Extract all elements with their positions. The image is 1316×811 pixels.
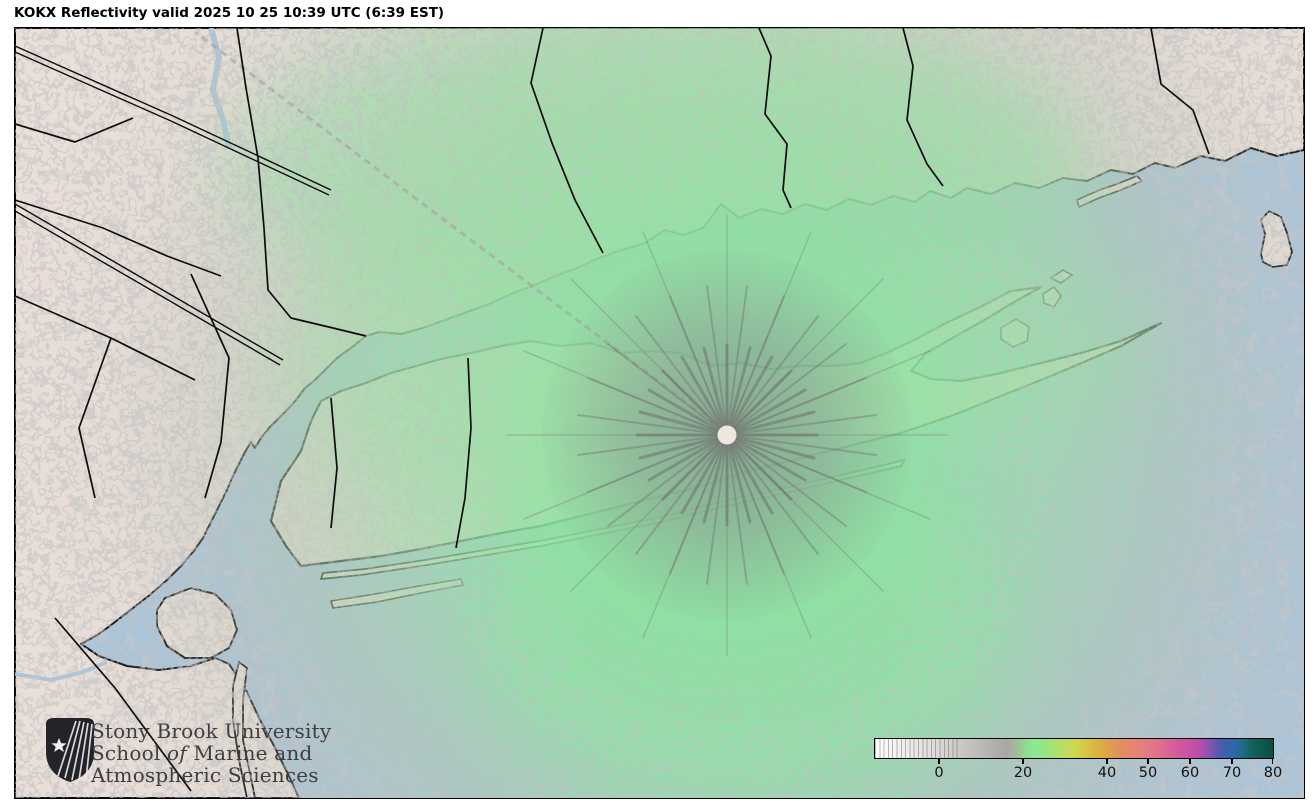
colorbar-tick <box>938 759 940 764</box>
colorbar-tick <box>1147 759 1149 764</box>
wordmark-line-3: Atmospheric Sciences <box>91 763 319 787</box>
ny-ct-border <box>236 28 367 337</box>
ct-county-line-3 <box>902 28 944 187</box>
colorbar-tick-label: 70 <box>1222 765 1242 781</box>
colorbar-gradient <box>874 738 1274 759</box>
figure-title: KOKX Reflectivity valid 2025 10 25 10:39… <box>14 5 445 21</box>
colorbar-tick-label: 0 <box>934 765 944 781</box>
colorbar-tick-label: 20 <box>1013 765 1033 781</box>
colorbar-tick-label: 80 <box>1263 765 1283 781</box>
nassau-suffolk-line <box>455 357 472 549</box>
ny-nj-border-b1 <box>15 203 284 361</box>
ny-nj-border-a1 <box>15 45 332 191</box>
map-canvas <box>15 28 1304 798</box>
colorbar-tick <box>1189 759 1191 764</box>
boundary-lines <box>15 28 1210 792</box>
wordmark-line-1: Stony Brook University <box>91 719 332 743</box>
nj-county-line-4 <box>54 617 192 792</box>
colorbar-tick <box>1271 759 1274 764</box>
ct-county-line-2 <box>758 28 792 209</box>
radar-site-dot <box>717 425 737 445</box>
ct-county-line-4 <box>1150 28 1210 155</box>
ny-county-line-2 <box>15 117 134 143</box>
nj-county-line-3 <box>78 337 112 499</box>
colorbar-tick <box>1106 759 1108 764</box>
ny-nj-border-a2 <box>15 51 330 196</box>
stony-brook-shield-icon <box>46 718 94 782</box>
ny-county-line-1 <box>15 199 222 277</box>
shield-star <box>51 738 67 752</box>
ny-nj-border-b2 <box>15 210 281 366</box>
colorbar-tick-label: 60 <box>1180 765 1200 781</box>
reflectivity-colorbar: 0 20 40 50 60 70 80 <box>874 738 1282 786</box>
nj-county-line-2 <box>190 273 230 499</box>
radar-map: Stony Brook University School of Marine … <box>14 27 1305 799</box>
wordmark-line-2: School of Marine and <box>91 741 313 765</box>
colorbar-tick-label: 50 <box>1138 765 1158 781</box>
queens-nassau-line <box>330 397 338 529</box>
ct-county-line-1 <box>530 28 604 254</box>
stony-brook-wordmark: Stony Brook University School of Marine … <box>91 720 331 786</box>
colorbar-tick-label: 40 <box>1097 765 1117 781</box>
colorbar-tick <box>1231 759 1233 764</box>
colorbar-tick <box>1022 759 1024 764</box>
